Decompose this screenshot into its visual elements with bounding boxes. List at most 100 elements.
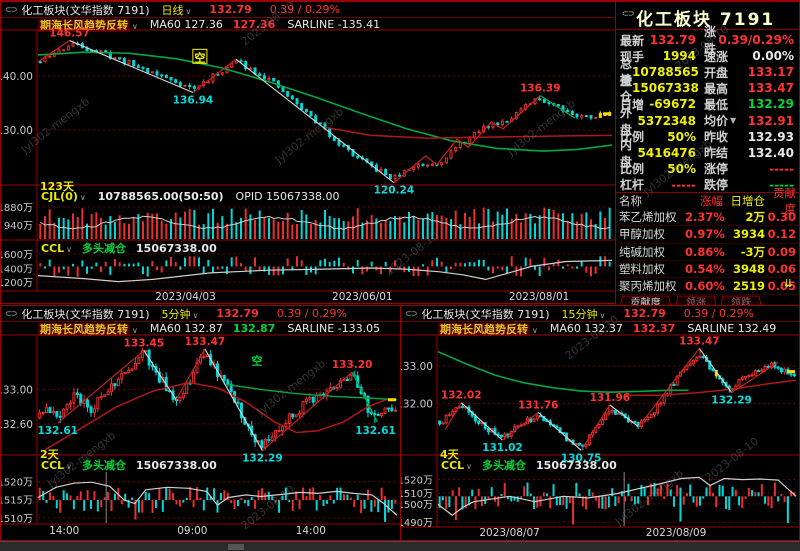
- scroll-more-icon[interactable]: ⇊: [783, 277, 793, 290]
- ccl-bar: [526, 482, 529, 497]
- y-axis-tick: 132.00: [401, 398, 433, 410]
- volume-bar: [132, 216, 135, 239]
- table-row[interactable]: 苯乙烯加权 2.37% 2万 0.30: [616, 209, 799, 227]
- ccl-bar: [314, 266, 317, 275]
- ccl-bar: [436, 257, 438, 267]
- candle-body: [376, 413, 380, 417]
- column-header[interactable]: 贡献度: [773, 186, 796, 217]
- candle-body: [737, 378, 741, 387]
- quote-field-label: 外盘: [620, 105, 633, 137]
- ccl-bar: [394, 500, 397, 504]
- volume-bar: [524, 213, 527, 239]
- ccl-bar: [734, 489, 737, 497]
- table-row[interactable]: 聚丙烯加权 0.60% 2519 0.05: [616, 278, 799, 296]
- candle-body: [345, 379, 349, 382]
- candle-body: [286, 91, 290, 97]
- ccl-bar: [501, 266, 504, 271]
- ccl-bar: [702, 496, 705, 499]
- ccl-bar: [322, 500, 325, 506]
- link-icon[interactable]: ⊂⊃: [5, 5, 17, 14]
- volume-bar: [244, 208, 247, 239]
- volume-bar: [464, 213, 466, 239]
- volume-bar: [230, 208, 233, 239]
- volume-bar: [226, 223, 228, 239]
- volume-bar: [104, 224, 107, 239]
- taskbar[interactable]: [0, 541, 800, 551]
- m15-candlestick-chart[interactable]: 133.00 132.00 132.02 131.76 131.96 133.47 131.…: [401, 306, 799, 540]
- ccl-bar: [53, 266, 56, 277]
- period-selector[interactable]: 5分钟 ∨: [161, 307, 199, 321]
- chevron-down-icon: ∨: [599, 310, 606, 320]
- daily-candlestick-chart[interactable]: 140.00 130.00 146.57 136.94 136.39 120.24 空 188…: [1, 2, 615, 303]
- ccl-bar: [773, 482, 776, 497]
- ccl-axis-tick: 1400万: [1, 265, 33, 276]
- volume-bar: [356, 208, 359, 239]
- period-selector[interactable]: 15分钟 ∨: [561, 307, 606, 321]
- ccl-selector[interactable]: CCL ∨: [41, 458, 73, 472]
- volume-bar: [408, 211, 410, 239]
- link-icon[interactable]: ⊂⊃: [622, 9, 634, 18]
- quote-field-label: 最低: [704, 97, 729, 112]
- ccl-bar: [656, 488, 659, 497]
- candle-body: [234, 60, 238, 64]
- candle-body: [136, 65, 140, 68]
- indicator-selector[interactable]: 期海长风趋势反转 ∨: [438, 322, 538, 336]
- ccl-bar: [575, 483, 578, 497]
- daily-time-axis: 2023/04/03 2023/06/01 2023/08/01: [1, 291, 615, 304]
- candle-body: [766, 365, 770, 369]
- ccl-bar: [624, 496, 627, 502]
- ccl-bar: [272, 266, 275, 276]
- x-axis-tick: 14:00: [295, 525, 326, 537]
- candle-body: [290, 95, 294, 100]
- last-price: 132.79: [623, 307, 666, 320]
- candle-body: [127, 369, 131, 373]
- ccl-bar: [151, 500, 154, 513]
- m15-indicator-row: 期海长风趋势反转 ∨ MA60 132.37 132.37 SARLINE 132…: [438, 322, 799, 336]
- taskbar-item[interactable]: [228, 544, 244, 550]
- candle-body: [86, 399, 90, 408]
- candle-body: [750, 374, 754, 377]
- ccl-bar: [473, 262, 476, 267]
- table-row[interactable]: 纯碱加权 0.86% -3万 0.09: [616, 244, 799, 261]
- indicator-selector[interactable]: 期海长风趋势反转 ∨: [38, 18, 138, 32]
- indicator-line: [539, 94, 576, 119]
- price-swing-label: 133.20: [332, 359, 373, 371]
- volume-bar: [492, 221, 494, 239]
- volume-bar: [216, 222, 219, 239]
- ccl-bar: [431, 260, 434, 267]
- link-icon[interactable]: ⊂⊃: [5, 309, 17, 318]
- candle-body: [499, 434, 503, 438]
- ccl-bar: [450, 266, 452, 270]
- period-selector[interactable]: 日线 ∨: [161, 3, 192, 17]
- x-axis-tick: 2023/08/01: [508, 291, 570, 303]
- indicator-selector[interactable]: 期海长风趋势反转 ∨: [38, 322, 138, 336]
- daily-indicator-row: 期海长风趋势反转 ∨ MA60 127.36 127.36 SARLINE -13…: [38, 18, 615, 32]
- volume-bar: [146, 212, 149, 239]
- candle-body: [127, 60, 131, 65]
- table-row[interactable]: 甲醇加权 0.97% 3934 0.12: [616, 226, 799, 244]
- indicator-line: [460, 402, 503, 441]
- candle-body: [584, 115, 588, 118]
- ccl-selector[interactable]: CCL ∨: [41, 241, 73, 255]
- ccl-bar: [464, 263, 466, 267]
- volume-bar: [160, 220, 163, 239]
- column-header[interactable]: 涨幅: [700, 194, 723, 209]
- table-row[interactable]: 塑料加权 0.54% 3948 0.06: [616, 261, 799, 278]
- m5-candlestick-chart[interactable]: 133.00 132.60 133.45 133.47 133.20 132.61 132.…: [1, 306, 400, 540]
- ccl-bar: [244, 266, 247, 271]
- column-header[interactable]: 名称: [619, 194, 642, 209]
- column-header[interactable]: 日增仓: [730, 194, 766, 209]
- volume-bar: [580, 213, 583, 239]
- ccl-bar: [151, 261, 154, 267]
- ccl-bar: [172, 492, 175, 501]
- cjl-selector[interactable]: CJL(0) ∨: [41, 190, 86, 203]
- avg-price-toggle-icon[interactable]: ▼: [730, 116, 737, 126]
- ccl-bar: [510, 256, 513, 267]
- volume-bar: [576, 221, 578, 239]
- ccl-bar: [440, 261, 443, 267]
- candle-body: [267, 77, 271, 80]
- link-icon[interactable]: ⊂⊃: [405, 309, 417, 318]
- chevron-down-icon: ∨: [66, 244, 73, 254]
- ccl-selector[interactable]: CCL ∨: [441, 458, 473, 472]
